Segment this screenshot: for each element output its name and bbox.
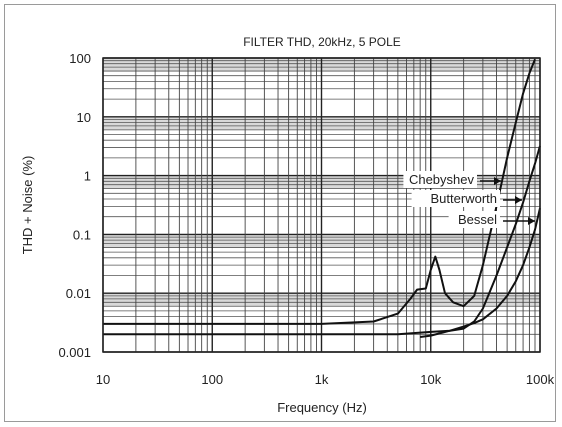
- chart-title: FILTER THD, 20kHz, 5 POLE: [243, 35, 401, 49]
- y-tick-label: 100: [69, 51, 91, 66]
- y-tick-label: 10: [77, 110, 91, 125]
- x-tick-label: 10: [96, 372, 110, 387]
- plot-border-layer: [102, 57, 541, 353]
- x-tick-label: 1k: [315, 372, 329, 387]
- legend-arrowhead: [515, 196, 522, 204]
- legend-label-bg: [448, 211, 500, 228]
- y-tick-label: 1: [84, 169, 91, 184]
- y-tick-label: 0.001: [58, 345, 91, 360]
- x-axis-label: Frequency (Hz): [277, 400, 367, 415]
- y-tick-label: 0.1: [73, 227, 91, 242]
- legend-arrowhead: [494, 177, 501, 185]
- legend-label-chebyshev: Chebyshev: [409, 172, 475, 187]
- y-axis-label: THD + Noise (%): [20, 156, 35, 255]
- x-tick-label: 100k: [526, 372, 555, 387]
- legend-label-butterworth: Butterworth: [431, 191, 497, 206]
- legend-label-bessel: Bessel: [458, 212, 497, 227]
- x-tick-label: 100: [201, 372, 223, 387]
- series-bessel-line: [420, 207, 541, 338]
- legend-label-bg: [411, 190, 500, 207]
- y-tick-label: 0.01: [66, 286, 91, 301]
- series-chebyshev-line: [103, 58, 536, 325]
- x-tick-label: 10k: [420, 372, 441, 387]
- series-butterworth-line: [103, 145, 541, 336]
- series-layer: [103, 58, 541, 338]
- legend-arrowhead: [528, 217, 535, 225]
- tick-layer: 10 100 1k 10k 100k 100 10 1 0.1 0.01 0.001: [58, 51, 554, 387]
- plot-border: [102, 57, 541, 353]
- legend-label-bg: [403, 171, 477, 188]
- legend-layer: Chebyshev Butterworth Bessel: [403, 171, 535, 228]
